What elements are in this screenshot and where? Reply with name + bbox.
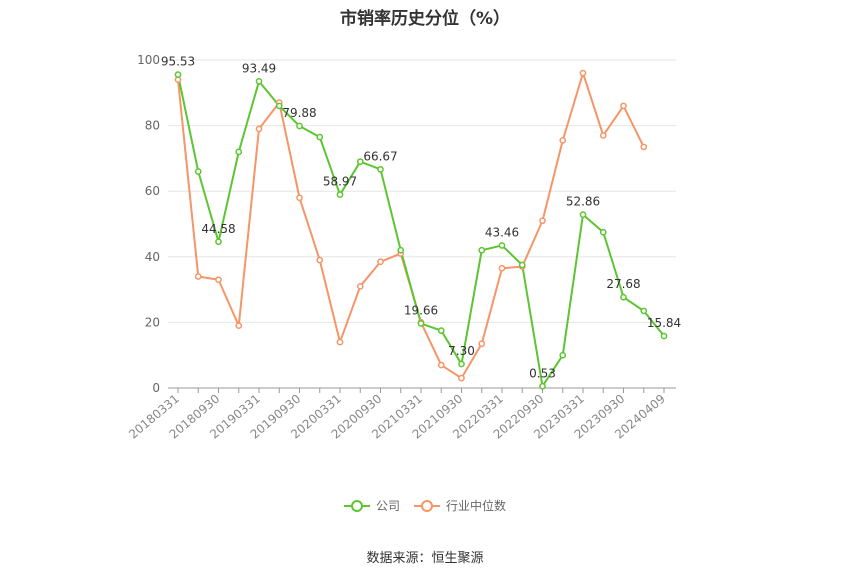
- data-point-industry: [559, 137, 567, 144]
- data-point-industry: [377, 258, 384, 266]
- data-point-company: [660, 332, 668, 340]
- data-points: [174, 69, 668, 390]
- legend-industry-icon: [414, 499, 440, 513]
- y-tick-label: 20: [145, 315, 160, 329]
- data-labels: 95.53 44.58 93.49 79.88 58.97 66.67 19.66 7.30 4…: [161, 55, 681, 381]
- data-point-company: [498, 242, 506, 249]
- data-point-company: [539, 382, 546, 390]
- data-label: 58.97: [323, 175, 357, 189]
- data-point-industry: [255, 125, 263, 133]
- data-point-company: [336, 191, 344, 198]
- data-point-company: [174, 71, 182, 79]
- legend-item-industry[interactable]: 行业中位数: [414, 497, 506, 514]
- data-label: 66.67: [363, 149, 397, 163]
- series-line-company: [177, 74, 665, 388]
- data-point-company: [417, 320, 425, 327]
- data-point-company: [316, 133, 324, 141]
- data-point-industry: [235, 322, 243, 330]
- data-point-industry: [539, 217, 546, 225]
- legend-company-label: 公司: [375, 499, 400, 513]
- y-tick-label: 100: [137, 53, 160, 67]
- data-point-company: [275, 102, 283, 110]
- data-point-company: [559, 351, 567, 359]
- data-point-company: [599, 228, 607, 236]
- data-point-industry: [437, 361, 445, 369]
- data-point-company: [255, 78, 263, 85]
- series-lines: [177, 72, 665, 388]
- y-tick-label: 80: [145, 119, 160, 133]
- data-point-company: [458, 360, 465, 368]
- data-label: 27.68: [606, 277, 640, 291]
- data-point-company: [194, 168, 202, 175]
- gridlines: [168, 59, 676, 323]
- source-note: 数据来源：恒生聚源: [366, 551, 484, 566]
- data-point-company: [640, 307, 648, 315]
- legend-item-company[interactable]: 公司: [343, 497, 400, 514]
- data-point-company: [579, 211, 587, 218]
- chart-title: 市销率历史分位（%）: [339, 9, 511, 29]
- data-label: 52.86: [566, 195, 600, 209]
- data-point-industry: [640, 143, 648, 151]
- data-point-industry: [194, 273, 202, 280]
- y-tick-label: 0: [152, 381, 160, 395]
- data-point-industry: [620, 102, 627, 110]
- data-label: 43.46: [485, 225, 519, 239]
- data-point-company: [356, 158, 364, 166]
- y-tick-label: 40: [145, 250, 160, 264]
- legend-company-icon: [343, 499, 370, 513]
- data-label: 79.88: [282, 106, 316, 120]
- data-label: 7.30: [448, 344, 475, 358]
- data-label: 0.53: [529, 366, 556, 380]
- data-point-company: [397, 246, 405, 254]
- legend: 公司 行业中位数: [0, 497, 850, 514]
- data-point-industry: [579, 69, 587, 77]
- data-point-industry: [316, 256, 324, 264]
- data-point-company: [377, 165, 384, 173]
- data-point-industry: [336, 338, 344, 346]
- data-point-industry: [458, 374, 465, 382]
- y-tick-label: 60: [145, 184, 160, 198]
- data-point-company: [296, 122, 303, 130]
- data-point-industry: [215, 276, 222, 284]
- data-label: 19.66: [404, 304, 438, 318]
- data-label: 95.53: [161, 55, 195, 69]
- data-point-company: [518, 261, 526, 269]
- data-point-industry: [478, 340, 486, 348]
- data-point-company: [235, 148, 243, 156]
- data-point-company: [215, 238, 222, 246]
- data-point-industry: [498, 264, 506, 272]
- data-label: 44.58: [201, 222, 235, 236]
- legend-industry-label: 行业中位数: [446, 499, 507, 513]
- data-point-company: [620, 293, 627, 301]
- data-label: 15.84: [647, 316, 681, 330]
- data-point-industry: [599, 132, 607, 139]
- data-point-company: [437, 327, 445, 334]
- data-point-industry: [296, 194, 303, 202]
- data-label: 93.49: [242, 61, 276, 75]
- data-point-company: [478, 246, 486, 254]
- data-point-industry: [356, 282, 364, 290]
